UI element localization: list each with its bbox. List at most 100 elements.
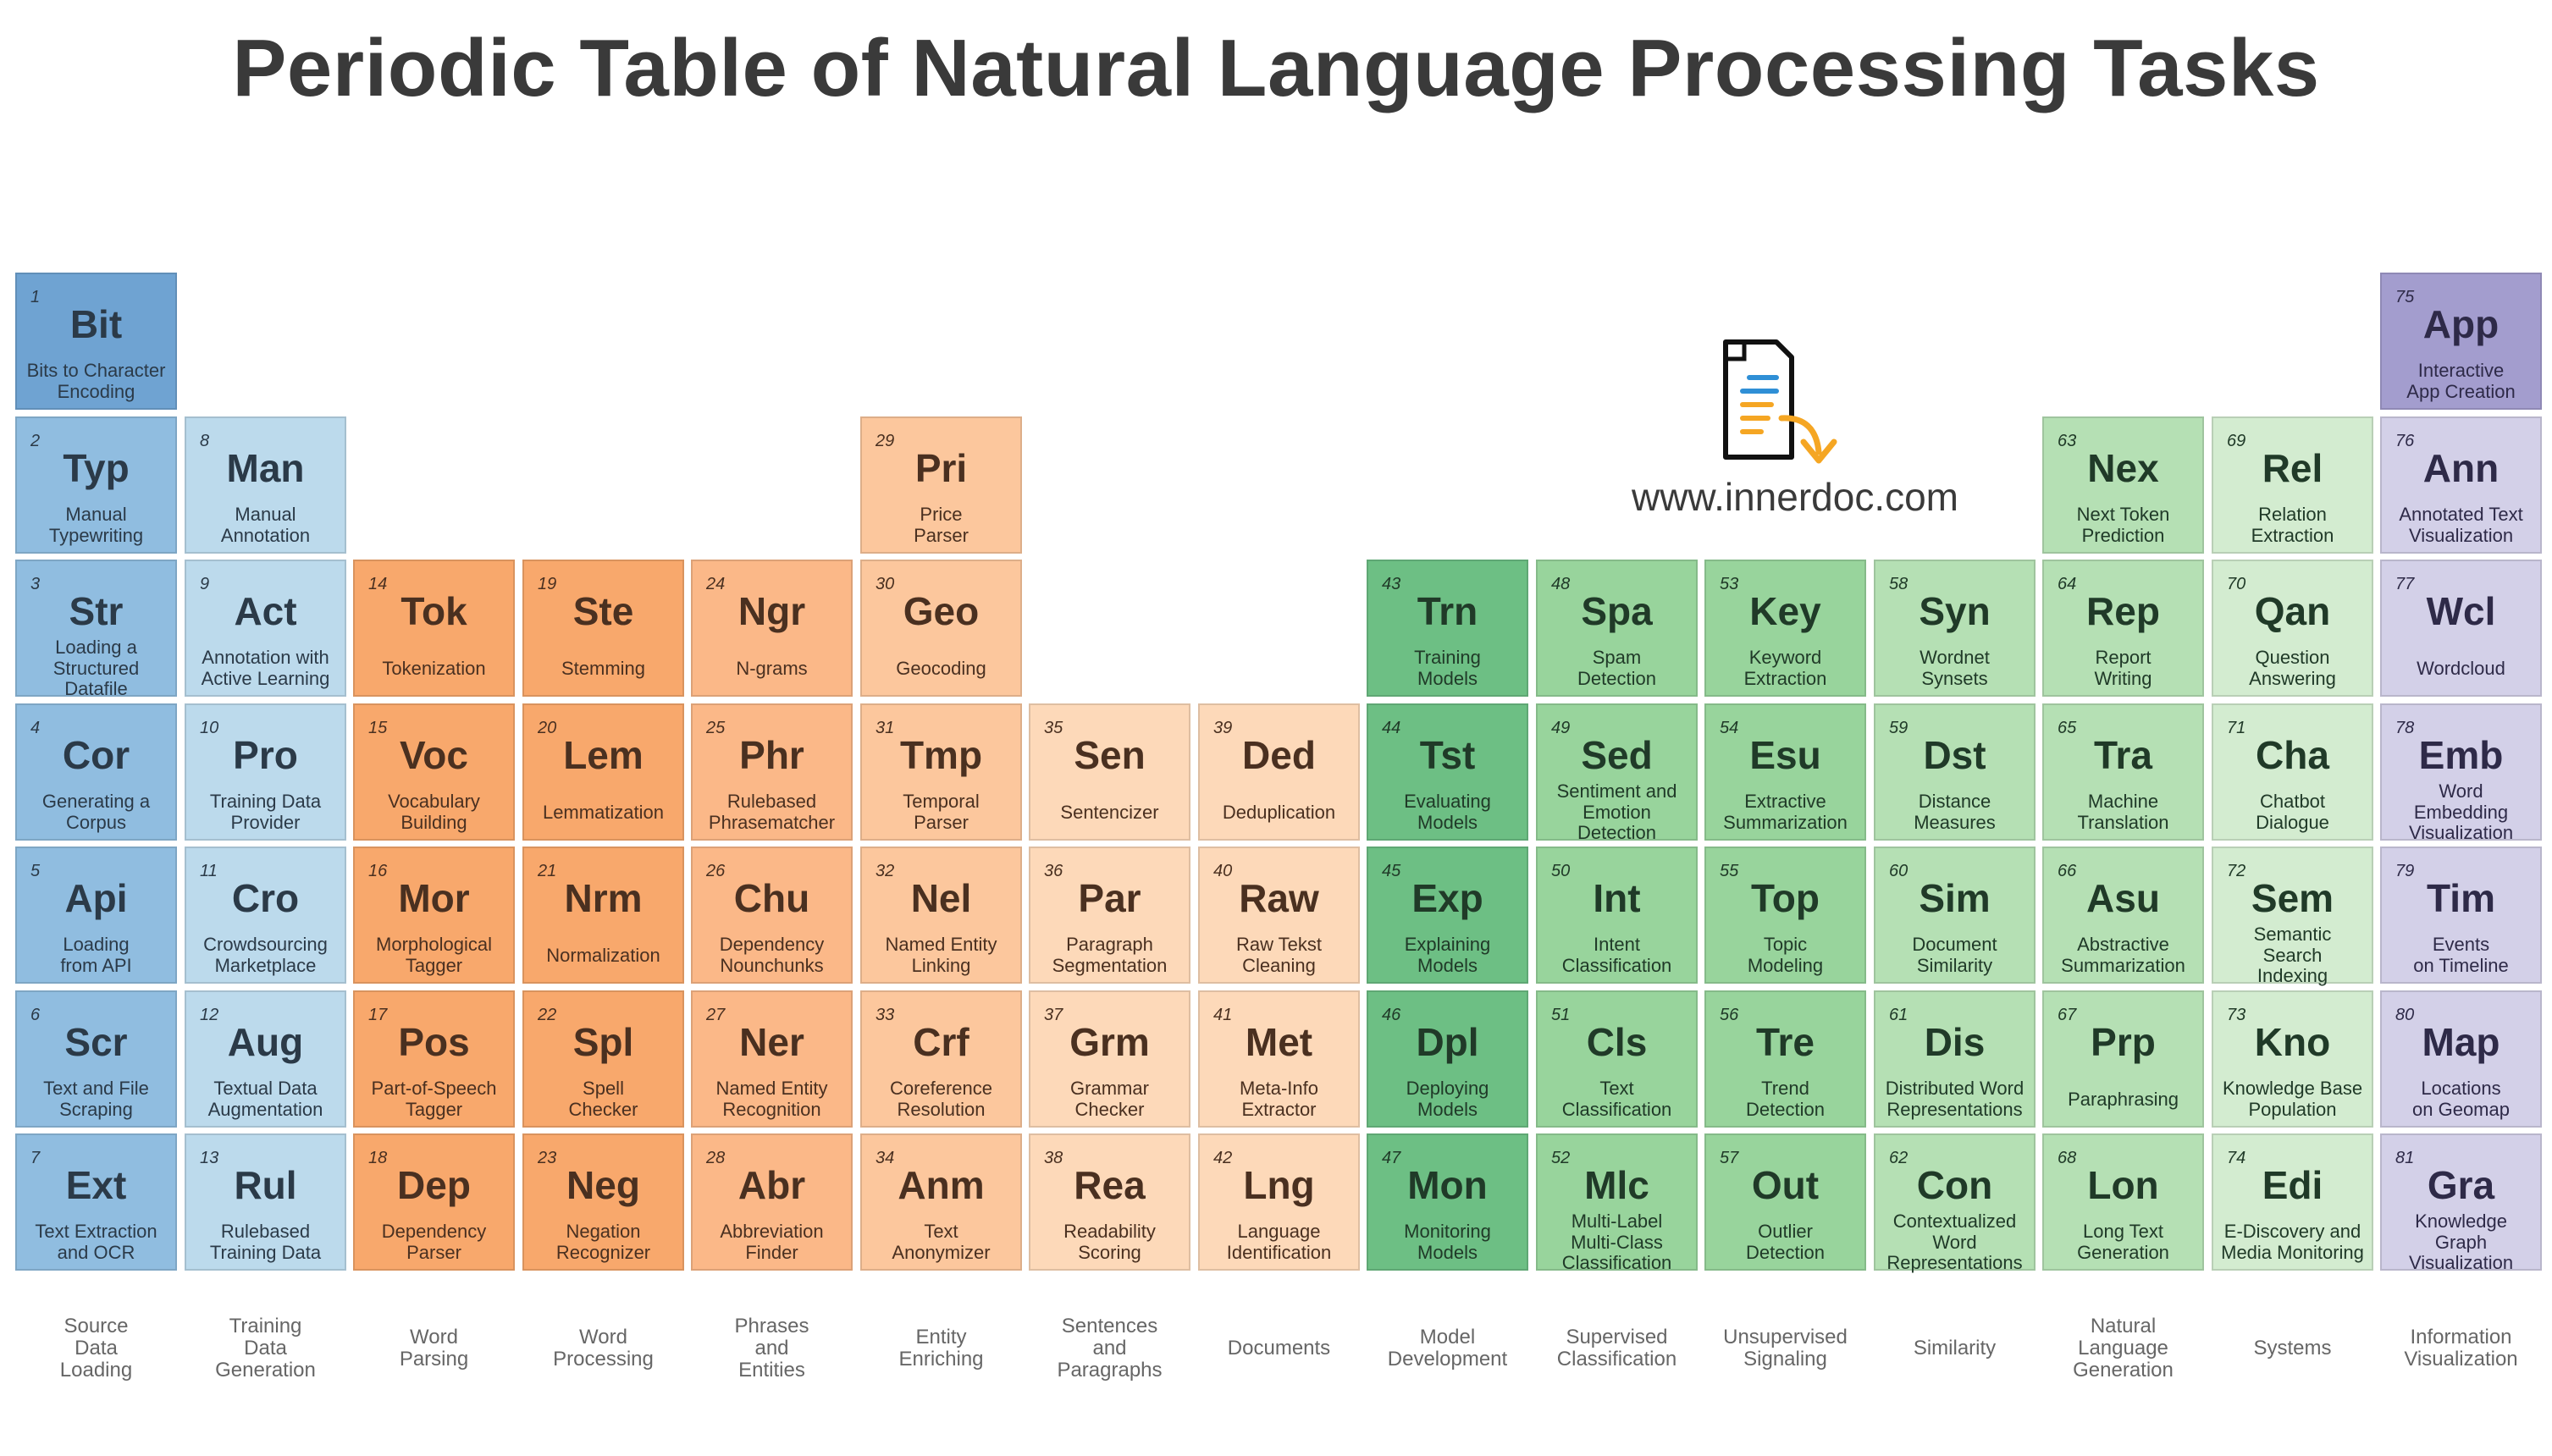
element-number: 70 bbox=[2227, 575, 2246, 593]
element-cell-tmp: 31 Tmp Temporal Parser bbox=[860, 703, 1022, 841]
element-cell-exp: 45 Exp Explaining Models bbox=[1367, 847, 1528, 984]
element-number: 59 bbox=[1889, 719, 1908, 737]
element-number: 46 bbox=[1382, 1006, 1401, 1024]
element-name: Evaluating Models bbox=[1404, 791, 1491, 833]
group-label: Natural Language Generation bbox=[2073, 1315, 2174, 1382]
element-cell-edi: 74 Edi E-Discovery and Media Monitoring bbox=[2212, 1133, 2373, 1271]
website-url: www.innerdoc.com bbox=[1631, 475, 1959, 519]
element-name: Manual Annotation bbox=[220, 504, 311, 546]
element-symbol: Rep bbox=[2086, 589, 2160, 633]
element-symbol: Kno bbox=[2254, 1020, 2331, 1064]
element-name: Intent Classification bbox=[1561, 934, 1672, 976]
element-name: Knowledge Base Population bbox=[2222, 1078, 2363, 1120]
element-cell-lem: 20 Lem Lemmatization bbox=[522, 703, 684, 841]
element-name: Price Parser bbox=[914, 504, 969, 546]
element-cell-geo: 30 Geo Geocoding bbox=[860, 560, 1022, 697]
element-cell-scr: 6 Scr Text and File Scraping bbox=[15, 990, 177, 1128]
element-cell-ngr: 24 Ngr N-grams bbox=[691, 560, 853, 697]
element-number: 31 bbox=[876, 719, 895, 737]
element-name: Distributed Word Representations bbox=[1885, 1078, 2024, 1120]
element-name: Negation Recognizer bbox=[555, 1221, 651, 1263]
element-symbol: Ext bbox=[65, 1163, 127, 1207]
element-cell-anm: 34 Anm Text Anonymizer bbox=[860, 1133, 1022, 1271]
element-number: 36 bbox=[1044, 862, 1063, 880]
element-number: 39 bbox=[1213, 719, 1233, 737]
element-symbol: Dep bbox=[397, 1163, 471, 1207]
element-number: 63 bbox=[2058, 432, 2077, 450]
element-number: 49 bbox=[1551, 719, 1571, 737]
element-name: Named Entity Recognition bbox=[715, 1078, 828, 1120]
element-number: 50 bbox=[1551, 862, 1571, 880]
element-cell-out: 57 Out Outlier Detection bbox=[1704, 1133, 1866, 1271]
element-number: 38 bbox=[1044, 1149, 1063, 1167]
element-cell-sed: 49 Sed Sentiment and Emotion Detection bbox=[1536, 703, 1698, 843]
group-label: Systems bbox=[2253, 1337, 2332, 1360]
element-number: 5 bbox=[30, 862, 41, 880]
element-symbol: App bbox=[2422, 302, 2500, 346]
element-symbol: Scr bbox=[64, 1020, 128, 1064]
element-name: Dependency Parser bbox=[381, 1221, 487, 1263]
element-number: 45 bbox=[1382, 862, 1401, 880]
element-cell-top: 55 Top Topic Modeling bbox=[1704, 847, 1866, 984]
element-symbol: Sed bbox=[1581, 733, 1653, 777]
element-number: 33 bbox=[876, 1006, 895, 1024]
element-name: Loading a Structured Datafile bbox=[52, 637, 140, 700]
element-cell-nel: 32 Nel Named Entity Linking bbox=[860, 847, 1022, 984]
element-cell-wcl: 77 Wcl Wordcloud bbox=[2380, 560, 2542, 697]
element-name: Spam Detection bbox=[1577, 647, 1656, 689]
element-cell-int: 50 Int Intent Classification bbox=[1536, 847, 1698, 984]
element-symbol: Syn bbox=[1919, 589, 1991, 633]
element-cell-spl: 22 Spl Spell Checker bbox=[522, 990, 684, 1128]
element-number: 68 bbox=[2058, 1149, 2077, 1167]
element-cell-rep: 64 Rep Report Writing bbox=[2042, 560, 2204, 697]
element-number: 60 bbox=[1889, 862, 1908, 880]
element-number: 81 bbox=[2395, 1149, 2415, 1167]
element-cell-dst: 59 Dst Distance Measures bbox=[1874, 703, 2036, 841]
element-symbol: Tim bbox=[2427, 876, 2495, 920]
element-cell-par: 36 Par Paragraph Segmentation bbox=[1029, 847, 1190, 984]
element-name: Distance Measures bbox=[1914, 791, 1996, 833]
element-cell-sem: 72 Sem Semantic Search Indexing bbox=[2212, 847, 2373, 986]
element-number: 12 bbox=[200, 1006, 219, 1024]
element-cell-esu: 54 Esu Extractive Summarization bbox=[1704, 703, 1866, 841]
element-number: 77 bbox=[2395, 575, 2415, 593]
element-cell-pos: 17 Pos Part-of-Speech Tagger bbox=[353, 990, 515, 1128]
element-cell-rul: 13 Rul Rulebased Training Data bbox=[185, 1133, 346, 1271]
element-cell-nrm: 21 Nrm Normalization bbox=[522, 847, 684, 984]
element-cell-act: 9 Act Annotation with Active Learning bbox=[185, 560, 346, 697]
element-name: Monitoring Models bbox=[1404, 1221, 1491, 1263]
element-cell-aug: 12 Aug Textual Data Augmentation bbox=[185, 990, 346, 1128]
element-number: 9 bbox=[200, 575, 210, 593]
element-cell-bit: 1 Bit Bits to Character Encoding bbox=[15, 273, 177, 410]
element-name: Contextualized Word Representations bbox=[1886, 1211, 2023, 1274]
element-cell-mor: 16 Mor Morphological Tagger bbox=[353, 847, 515, 984]
group-label: Sentences and Paragraphs bbox=[1057, 1315, 1163, 1382]
element-number: 53 bbox=[1720, 575, 1739, 593]
element-name: Explaining Models bbox=[1404, 934, 1491, 976]
element-name: Annotation with Active Learning bbox=[201, 647, 330, 689]
element-symbol: Bit bbox=[69, 302, 123, 346]
element-name: Wordnet Synsets bbox=[1920, 647, 1990, 689]
element-symbol: Api bbox=[64, 876, 128, 920]
element-name: Keyword Extraction bbox=[1743, 647, 1827, 689]
element-cell-typ: 2 Typ Manual Typewriting bbox=[15, 416, 177, 554]
element-name: Deduplication bbox=[1222, 801, 1336, 823]
element-symbol: Cro bbox=[231, 876, 300, 920]
element-cell-str: 3 Str Loading a Structured Datafile bbox=[15, 560, 177, 700]
element-number: 52 bbox=[1551, 1149, 1571, 1167]
element-cell-chu: 26 Chu Dependency Nounchunks bbox=[691, 847, 853, 984]
element-name: Long Text Generation bbox=[2077, 1221, 2169, 1263]
element-number: 21 bbox=[538, 862, 557, 880]
element-symbol: Tmp bbox=[899, 733, 983, 777]
element-name: Locations on Geomap bbox=[2412, 1078, 2510, 1120]
element-cell-rel: 69 Rel Relation Extraction bbox=[2212, 416, 2373, 554]
element-name: Spell Checker bbox=[568, 1078, 638, 1120]
element-number: 6 bbox=[30, 1006, 41, 1024]
element-symbol: Anm bbox=[898, 1163, 985, 1207]
group-label: Supervised Classification bbox=[1556, 1326, 1677, 1371]
element-number: 25 bbox=[706, 719, 726, 737]
element-symbol: Grm bbox=[1069, 1020, 1150, 1064]
element-number: 51 bbox=[1551, 1006, 1571, 1024]
element-cell-pro: 10 Pro Training Data Provider bbox=[185, 703, 346, 841]
element-symbol: Abr bbox=[737, 1163, 806, 1207]
